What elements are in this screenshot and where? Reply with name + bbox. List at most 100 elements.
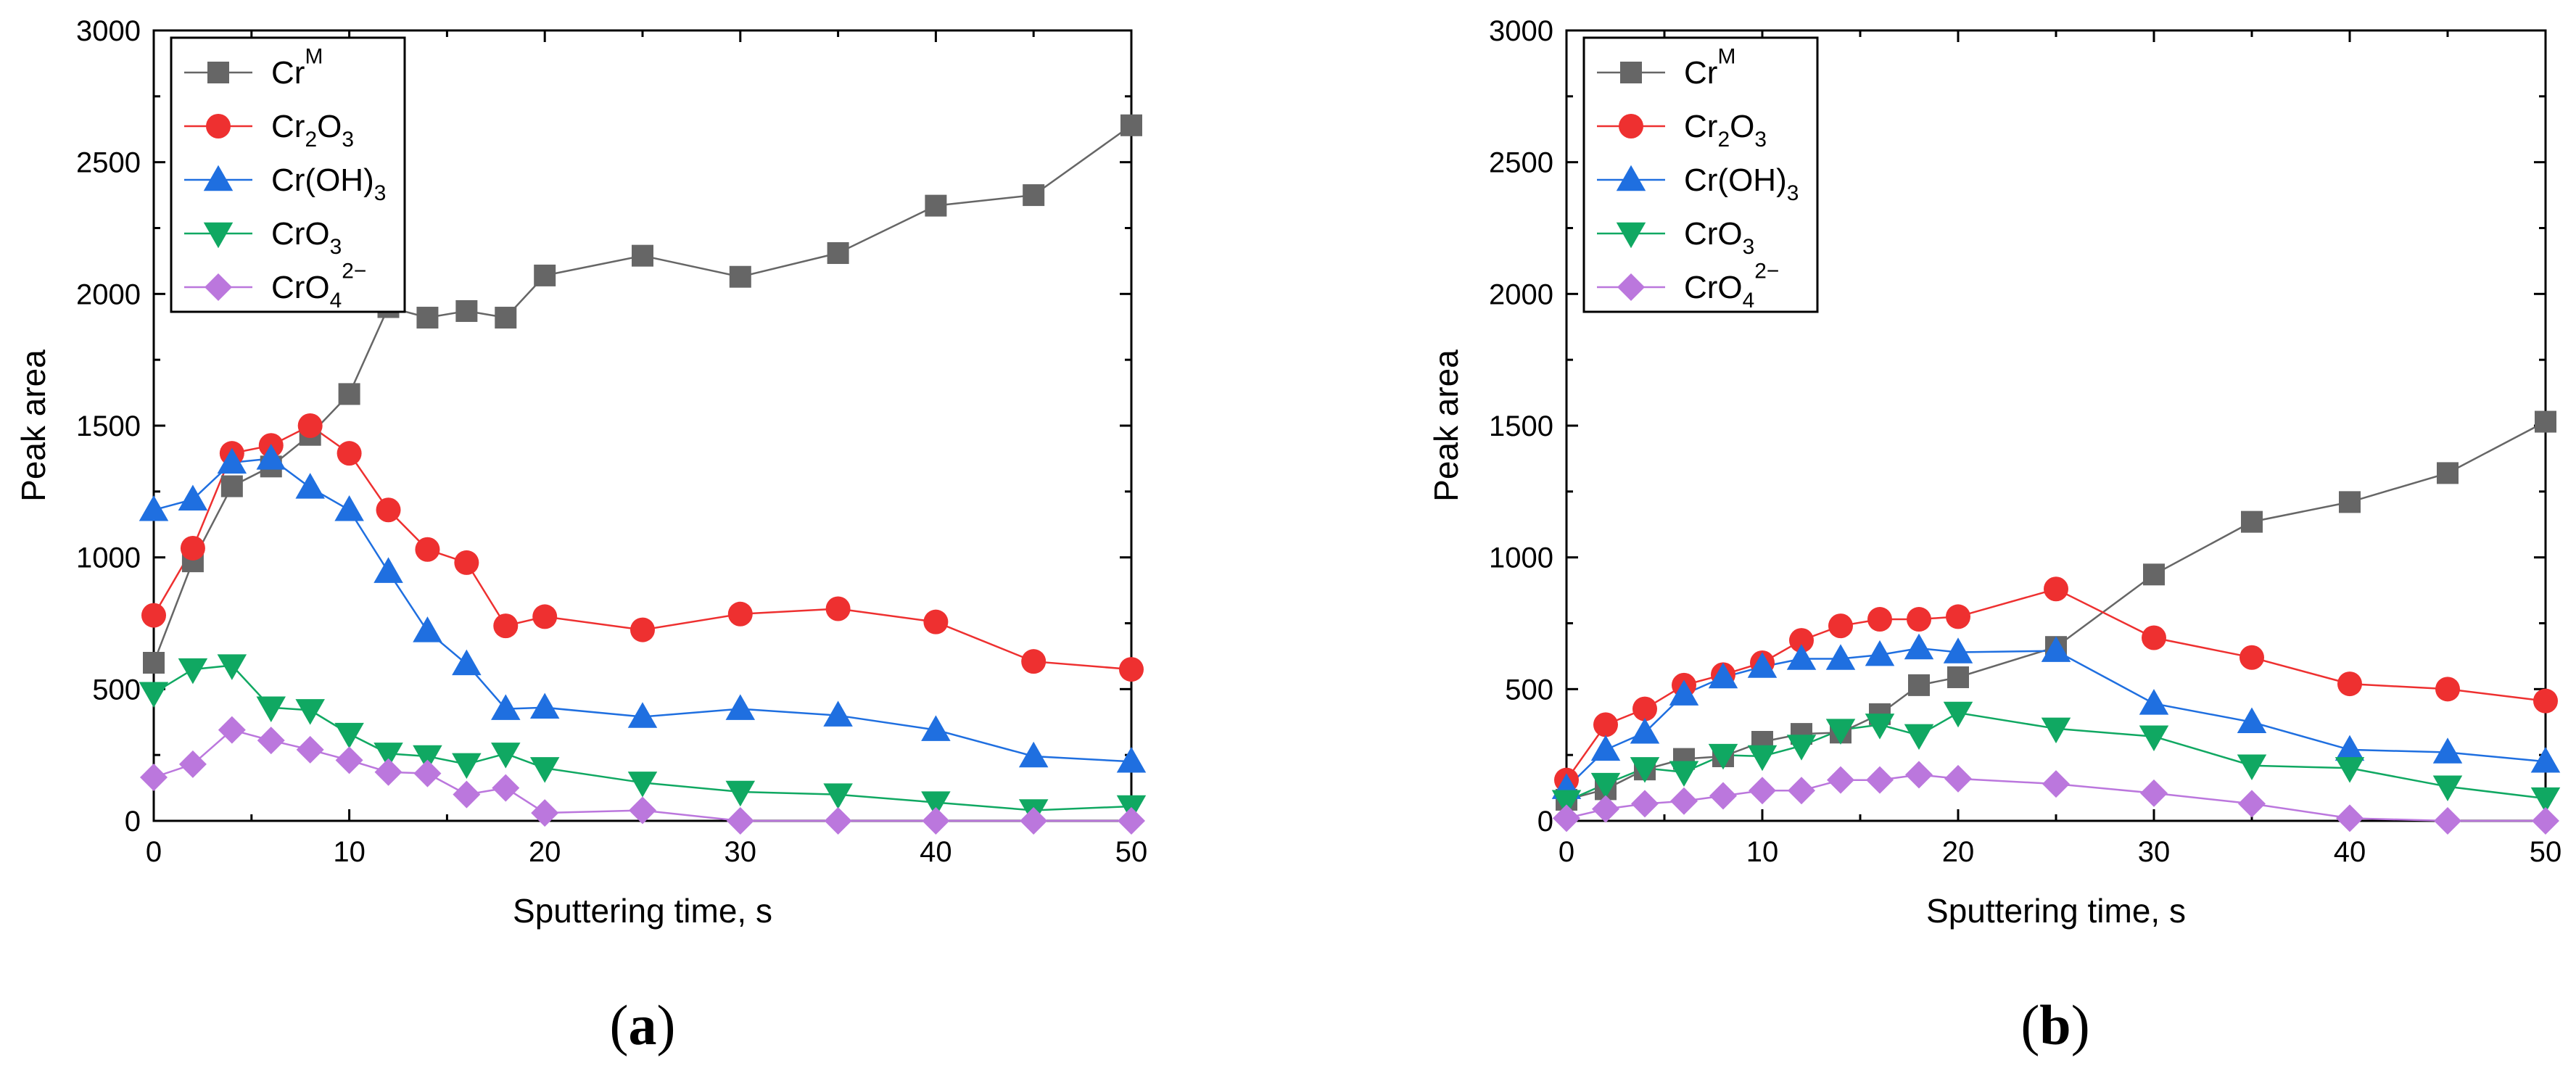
- caption-letter: a: [629, 993, 657, 1057]
- data-point: [1789, 628, 1814, 653]
- data-point: [825, 596, 851, 621]
- legend-label-sub: 3: [1787, 181, 1799, 205]
- data-point: [2237, 707, 2267, 733]
- panel-caption: (b): [2020, 993, 2089, 1057]
- legend-label-sub: 3: [374, 181, 387, 205]
- legend-label: Cr2O3: [1684, 109, 1767, 152]
- data-point: [335, 746, 363, 774]
- legend-marker: [206, 114, 231, 139]
- data-point: [627, 772, 658, 798]
- data-point: [334, 495, 364, 521]
- data-point: [139, 682, 169, 708]
- data-point: [373, 743, 403, 769]
- chart-panel-b: 0 10 20 30 40 50050010001500200025003000Sputt…: [1427, 15, 2561, 1057]
- chart-panel-a: 0 10 20 30 40 50050010001500200025003000Sputt…: [15, 15, 1147, 1057]
- data-point: [1786, 735, 1817, 761]
- legend-label-sup: M: [1717, 45, 1735, 69]
- data-point: [454, 550, 479, 575]
- legend-item: Cr(OH)3: [184, 162, 386, 205]
- y-axis-label: Peak area: [1427, 350, 1465, 502]
- legend-marker: [1616, 165, 1646, 191]
- legend-label: CrO42−: [1684, 260, 1779, 313]
- data-point: [1943, 701, 1973, 728]
- data-point: [2432, 737, 2463, 764]
- y-tick-label: 0: [1537, 806, 1553, 838]
- data-point: [1865, 714, 1895, 740]
- data-point: [295, 699, 325, 725]
- legend-label: CrO42−: [271, 260, 366, 313]
- legend-item: CrO42−: [1597, 260, 1779, 313]
- data-point: [2337, 671, 2362, 697]
- data-point: [338, 383, 360, 405]
- legend-label-base: Cr(OH): [271, 162, 374, 198]
- legend-label-tail-sub: 3: [1754, 128, 1767, 152]
- caption-letter: b: [2039, 993, 2071, 1057]
- legend-marker: [203, 222, 234, 249]
- data-point: [2239, 645, 2264, 670]
- data-point: [373, 557, 403, 583]
- data-point: [180, 535, 205, 561]
- legend-item: CrO42−: [184, 260, 366, 313]
- data-point: [295, 473, 325, 499]
- data-point: [495, 307, 517, 329]
- data-point: [2143, 563, 2165, 586]
- legend-label-tail-sub: 3: [342, 128, 354, 152]
- data-point: [1747, 652, 1778, 678]
- data-point: [531, 799, 559, 827]
- legend-label: CrO3: [1684, 216, 1754, 259]
- legend-label: Cr(OH)3: [1684, 162, 1799, 205]
- data-point: [257, 727, 285, 755]
- data-point: [1828, 613, 1853, 639]
- data-point: [2533, 688, 2558, 714]
- data-point: [492, 774, 520, 802]
- data-point: [529, 693, 560, 719]
- caption-close-paren: ): [2071, 993, 2090, 1057]
- data-point: [1670, 787, 1698, 815]
- data-point: [1631, 790, 1659, 818]
- data-point: [630, 617, 655, 642]
- data-point: [493, 613, 519, 639]
- data-point: [1786, 644, 1817, 670]
- legend-label: Cr2O3: [271, 109, 354, 152]
- data-point: [2535, 410, 2556, 433]
- data-point: [2434, 807, 2461, 835]
- data-point: [1592, 795, 1619, 823]
- legend-label-base: CrO: [1684, 270, 1743, 305]
- caption-close-paren: ): [657, 993, 676, 1057]
- y-tick-label: 1000: [76, 542, 141, 574]
- data-point: [2142, 625, 2166, 650]
- legend-marker: [1616, 222, 1646, 249]
- y-tick-label: 500: [1505, 674, 1553, 706]
- data-point: [1669, 679, 1699, 706]
- data-point: [922, 807, 950, 835]
- y-tick-label: 1500: [1489, 410, 1553, 442]
- caption-open-paren: (: [610, 993, 629, 1057]
- data-point: [178, 484, 208, 510]
- data-point: [413, 616, 442, 642]
- legend-marker: [1617, 273, 1645, 301]
- legend-label-sup: 2−: [1754, 260, 1779, 284]
- legend-label: Cr(OH)3: [271, 162, 386, 205]
- data-point: [2530, 747, 2561, 773]
- data-point: [413, 759, 442, 787]
- data-point: [218, 716, 246, 744]
- legend-label-sup: 2−: [342, 260, 366, 284]
- data-point: [729, 265, 751, 288]
- data-point: [139, 495, 169, 521]
- data-point: [1904, 724, 1934, 751]
- y-tick-label: 2500: [76, 147, 141, 179]
- legend-label-base: Cr: [1684, 109, 1717, 144]
- data-point: [923, 609, 949, 634]
- data-point: [337, 441, 362, 466]
- data-point: [2139, 725, 2169, 751]
- data-point: [1825, 644, 1856, 670]
- data-point: [632, 244, 653, 267]
- data-point: [627, 702, 658, 728]
- data-point: [2042, 770, 2070, 798]
- x-tick-label: 50: [1115, 836, 1148, 868]
- data-point: [1119, 657, 1144, 682]
- data-point: [2437, 462, 2459, 484]
- data-point: [415, 537, 440, 562]
- data-point: [1943, 637, 1973, 663]
